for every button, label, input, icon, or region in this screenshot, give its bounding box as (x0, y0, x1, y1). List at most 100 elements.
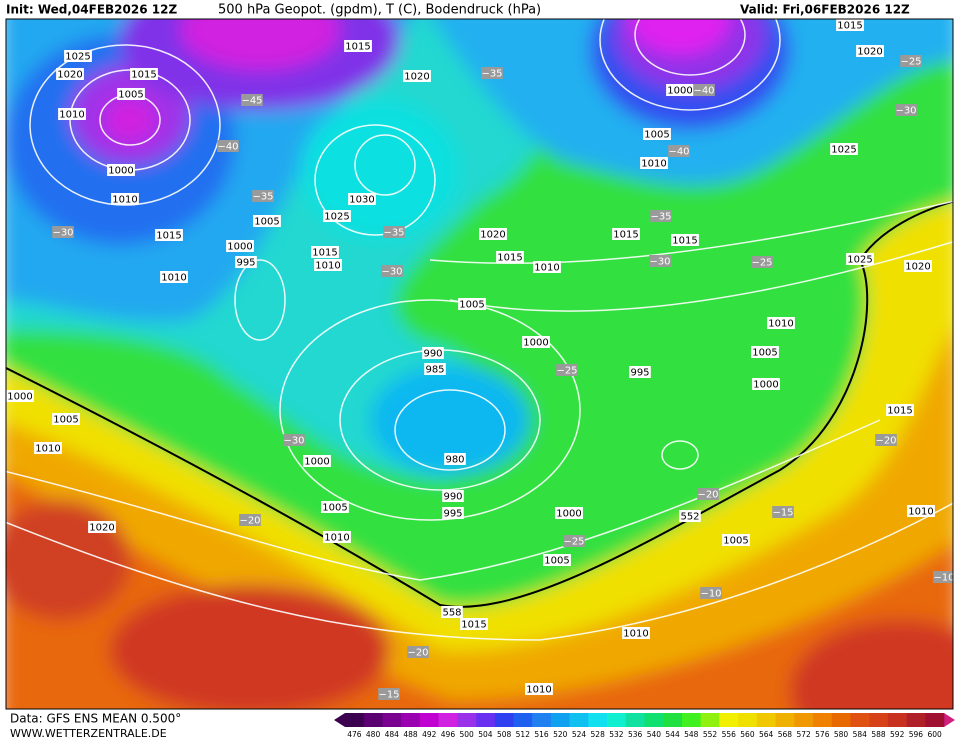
pressure-label: 1015 (461, 620, 486, 631)
pressure-label-box (130, 68, 158, 80)
scale-cell (607, 713, 627, 727)
pressure-label-box (6, 390, 34, 402)
pressure-label-box (496, 251, 524, 263)
pressure-label-box (846, 253, 874, 265)
pressure-label-box (856, 45, 884, 57)
scale-label: 552 (703, 730, 718, 739)
pressure-label-box (904, 260, 932, 272)
pressure-label: 1000 (108, 166, 133, 177)
scale-cell (831, 713, 851, 727)
scale-label: 488 (403, 730, 418, 739)
scale-label: 568 (778, 730, 793, 739)
scale-cell (738, 713, 758, 727)
pressure-label-box (460, 618, 488, 630)
scale-label: 584 (853, 730, 868, 739)
pressure-label-box (671, 234, 699, 246)
pressure-label-box (34, 442, 62, 454)
pressure-label: 1020 (857, 47, 882, 58)
scale-label: 596 (909, 730, 924, 739)
pressure-label-box (543, 554, 571, 566)
isobars (0, 0, 959, 640)
pressure-label-box (88, 521, 116, 533)
pressure-label: 1010 (641, 159, 666, 170)
pressure-label-box (886, 404, 914, 416)
pressure-label: 1020 (57, 70, 82, 81)
temperature-label: −40 (217, 142, 238, 153)
temperature-label-box (52, 226, 74, 238)
pressure-label: 990 (443, 492, 462, 503)
pressure-label: 1015 (613, 230, 638, 241)
pressure-label-box (442, 507, 464, 519)
pressure-label: 1005 (254, 217, 279, 228)
temperature-label: −35 (383, 228, 404, 239)
scale-label: 496 (441, 730, 456, 739)
init-time: Init: Wed,04FEB2026 12Z (6, 3, 177, 17)
scale-cell (719, 713, 739, 727)
pressure-label-box (403, 70, 431, 82)
scale-label: 520 (553, 730, 568, 739)
pressure-label-box (666, 84, 694, 96)
pressure-label: 995 (630, 368, 649, 379)
pressure-label: 1005 (322, 503, 347, 514)
scale-label: 580 (834, 730, 849, 739)
pressure-label-box (830, 143, 858, 155)
temperature-label: −10 (933, 573, 954, 584)
scale-label: 564 (759, 730, 774, 739)
temperature-label: −25 (563, 537, 584, 548)
scale-label: 536 (628, 730, 643, 739)
temperature-label: −15 (378, 690, 399, 701)
pressure-label-box (640, 157, 668, 169)
temperature-label-box (933, 571, 953, 583)
pressure-label-box (111, 193, 139, 205)
temperature-label-box (697, 488, 719, 500)
pressure-label-box (64, 50, 92, 62)
scale-cell (794, 713, 814, 727)
pressure-label-box (422, 347, 444, 359)
temperature-label-box (649, 255, 671, 267)
map-frame (5, 18, 954, 710)
pressure-label: 1015 (131, 70, 156, 81)
pressure-label: 980 (445, 455, 464, 466)
pressure-label-box (56, 68, 84, 80)
pressure-label: 1000 (227, 242, 252, 253)
temperature-label: −20 (875, 436, 896, 447)
pressure-label-box (303, 455, 331, 467)
pressure-label-box (226, 240, 254, 252)
scale-cell (494, 713, 514, 727)
pressure-label-box (107, 164, 135, 176)
scale-label: 508 (497, 730, 512, 739)
scale-label: 476 (347, 730, 362, 739)
scale-cell (513, 713, 533, 727)
pressure-label-box (752, 378, 780, 390)
pressure-label: 1015 (672, 236, 697, 247)
pressure-label: 1015 (312, 248, 337, 259)
pressure-label-box (442, 490, 464, 502)
pressure-label-box (52, 413, 80, 425)
pressure-label: 1005 (644, 130, 669, 141)
scale-label: 532 (609, 730, 624, 739)
pressure-label-box (344, 40, 372, 52)
pressure-label: 1020 (404, 72, 429, 83)
pressure-label: 1010 (315, 261, 340, 272)
pressure-label: 1005 (118, 90, 143, 101)
temperature-label: −30 (381, 267, 402, 278)
temperature-label-box (283, 434, 305, 446)
pressure-label: 1010 (112, 195, 137, 206)
temperature-label-box (383, 226, 405, 238)
pressure-label: 1010 (534, 263, 559, 274)
pressure-label-box (555, 507, 583, 519)
scale-cell (663, 713, 683, 727)
pressure-label: 1020 (905, 262, 930, 273)
color-scale: 476 480 484 488 492 496 500 504 508 512 516 520 524 5… (345, 713, 945, 739)
temperature-label: −40 (668, 147, 689, 158)
temperature-label: −30 (283, 436, 304, 447)
scale-label: 480 (366, 730, 381, 739)
temperature-label-box (875, 434, 897, 446)
scale-label: 524 (572, 730, 587, 739)
pressure-label: 1005 (459, 300, 484, 311)
pressure-label-box (458, 298, 486, 310)
scale-cell (887, 713, 907, 727)
scale-label: 544 (665, 730, 680, 739)
scale-cell (550, 713, 570, 727)
